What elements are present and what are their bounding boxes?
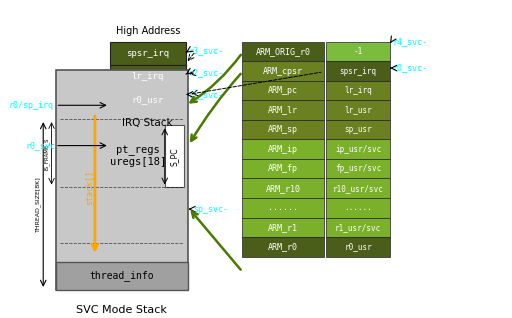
- FancyBboxPatch shape: [55, 70, 188, 290]
- Text: ARM_lr: ARM_lr: [268, 106, 298, 114]
- FancyBboxPatch shape: [243, 218, 324, 237]
- Text: ARM_fp: ARM_fp: [268, 164, 298, 173]
- Text: ip_usr/svc: ip_usr/svc: [335, 145, 381, 154]
- Text: r1_usr/svc: r1_usr/svc: [335, 223, 381, 232]
- Text: stack[]: stack[]: [84, 170, 94, 205]
- Text: ARM_ORIG_r0: ARM_ORIG_r0: [255, 47, 311, 56]
- Text: ARM_ip: ARM_ip: [268, 145, 298, 154]
- FancyBboxPatch shape: [110, 65, 186, 88]
- Text: r0_svc: r0_svc: [25, 141, 55, 150]
- Text: High Address: High Address: [116, 25, 180, 36]
- FancyBboxPatch shape: [243, 61, 324, 81]
- Text: r0/sp_irq: r0/sp_irq: [8, 101, 53, 110]
- Text: spsr_irq: spsr_irq: [339, 66, 377, 75]
- FancyBboxPatch shape: [110, 88, 186, 112]
- FancyBboxPatch shape: [55, 262, 188, 290]
- Text: lr_irq: lr_irq: [344, 86, 372, 95]
- Text: r10_usr/svc: r10_usr/svc: [333, 184, 383, 193]
- FancyBboxPatch shape: [326, 61, 390, 81]
- Text: -1: -1: [353, 47, 362, 56]
- FancyBboxPatch shape: [326, 120, 390, 139]
- Text: r4_svc-: r4_svc-: [393, 37, 428, 46]
- FancyBboxPatch shape: [243, 159, 324, 178]
- Text: ARM_sp: ARM_sp: [268, 125, 298, 134]
- Text: lr_usr: lr_usr: [344, 106, 372, 114]
- Text: THREAD_SIZE[8K]: THREAD_SIZE[8K]: [35, 176, 41, 232]
- FancyBboxPatch shape: [326, 81, 390, 100]
- Text: sp_svc-: sp_svc-: [193, 205, 228, 214]
- FancyBboxPatch shape: [326, 178, 390, 198]
- FancyBboxPatch shape: [243, 81, 324, 100]
- FancyBboxPatch shape: [243, 198, 324, 218]
- Text: ......: ......: [268, 203, 298, 212]
- FancyBboxPatch shape: [110, 42, 186, 65]
- FancyBboxPatch shape: [326, 159, 390, 178]
- FancyBboxPatch shape: [326, 139, 390, 159]
- Text: ARM_pc: ARM_pc: [268, 86, 298, 95]
- Text: IRQ Stack: IRQ Stack: [122, 118, 173, 128]
- Text: ARM_cpsr: ARM_cpsr: [263, 66, 303, 75]
- Text: ......: ......: [344, 203, 372, 212]
- Text: fp_usr/svc: fp_usr/svc: [335, 164, 381, 173]
- Text: r3_svc-: r3_svc-: [188, 46, 223, 56]
- Text: spsr_irq: spsr_irq: [126, 49, 169, 58]
- FancyBboxPatch shape: [243, 42, 324, 61]
- Text: r0_svc-: r0_svc-: [393, 64, 428, 73]
- Text: ARM_r0: ARM_r0: [268, 242, 298, 251]
- Text: thread_info: thread_info: [90, 270, 154, 281]
- FancyBboxPatch shape: [326, 218, 390, 237]
- Text: ARM_r10: ARM_r10: [266, 184, 301, 193]
- Text: IS_FRAME_S: IS_FRAME_S: [44, 137, 49, 169]
- FancyBboxPatch shape: [326, 237, 390, 257]
- FancyBboxPatch shape: [243, 139, 324, 159]
- Text: r2_svc-: r2_svc-: [188, 68, 223, 77]
- Text: S_PC: S_PC: [170, 147, 179, 166]
- FancyBboxPatch shape: [243, 100, 324, 120]
- FancyBboxPatch shape: [243, 120, 324, 139]
- FancyBboxPatch shape: [243, 178, 324, 198]
- Text: pt_regs
uregs[18]: pt_regs uregs[18]: [110, 145, 166, 167]
- Text: lr_irq: lr_irq: [132, 72, 164, 81]
- Text: r0_usr: r0_usr: [132, 95, 164, 104]
- FancyBboxPatch shape: [326, 198, 390, 218]
- Text: r0_usr: r0_usr: [344, 242, 372, 251]
- Text: sp_usr: sp_usr: [344, 125, 372, 134]
- Text: SVC Mode Stack: SVC Mode Stack: [76, 305, 167, 315]
- Text: ARM_r1: ARM_r1: [268, 223, 298, 232]
- FancyBboxPatch shape: [243, 237, 324, 257]
- Text: r1_svc-: r1_svc-: [188, 90, 223, 99]
- FancyBboxPatch shape: [326, 100, 390, 120]
- FancyBboxPatch shape: [165, 125, 184, 187]
- FancyBboxPatch shape: [326, 42, 390, 61]
